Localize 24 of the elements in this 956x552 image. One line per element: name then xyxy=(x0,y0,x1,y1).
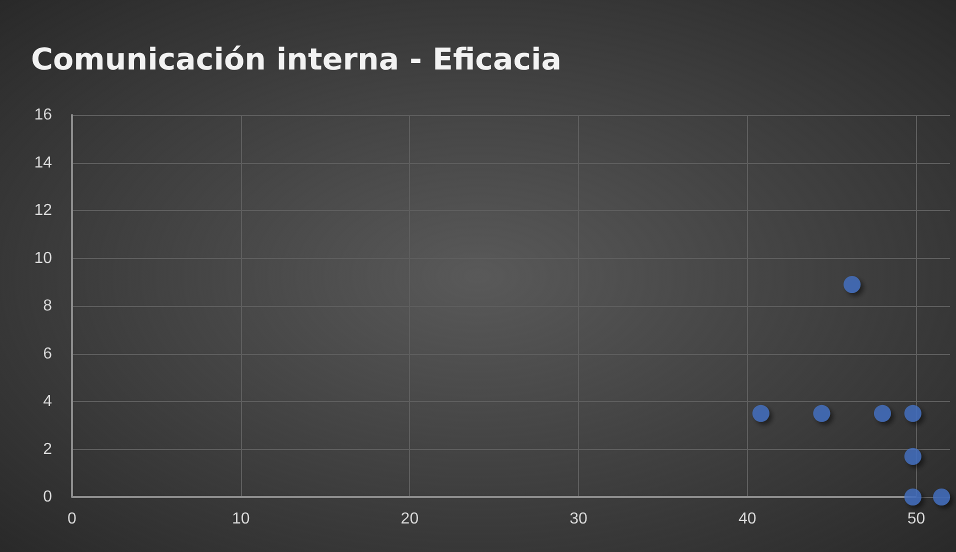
y-tick-label: 10 xyxy=(34,250,52,267)
y-tick-label: 14 xyxy=(34,154,52,172)
point xyxy=(874,404,891,422)
y-tick-label: 2 xyxy=(43,440,52,458)
x-tick-label: 50 xyxy=(907,510,926,528)
point xyxy=(752,404,770,422)
y-tick-label: 12 xyxy=(34,202,52,219)
x-tick-label: 0 xyxy=(68,510,77,528)
y-tick-label: 16 xyxy=(34,106,52,124)
y-tick-label: 4 xyxy=(43,393,52,410)
chart-title: Comunicación interna - Eficacia xyxy=(31,42,562,78)
x-tick-label: 20 xyxy=(400,510,419,528)
y-tick-label: 0 xyxy=(43,488,52,506)
point xyxy=(904,448,922,465)
x-tick-label: 10 xyxy=(232,510,250,528)
point xyxy=(904,488,922,506)
point xyxy=(933,488,950,506)
y-tick-label: 6 xyxy=(43,345,52,362)
y-tick-label: 8 xyxy=(43,298,52,314)
x-tick-label: 30 xyxy=(570,510,588,528)
point xyxy=(904,404,922,422)
point xyxy=(844,276,861,294)
point xyxy=(813,404,830,422)
x-tick-label: 40 xyxy=(738,510,756,528)
